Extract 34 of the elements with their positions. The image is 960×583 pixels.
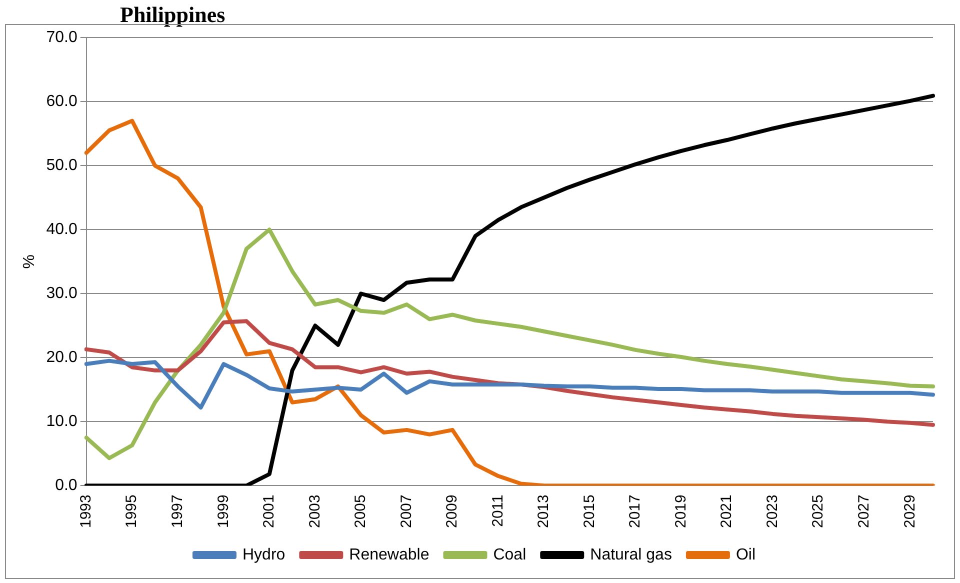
chart-title: Philippines <box>120 2 226 28</box>
x-tick-label: 1993 <box>77 494 94 528</box>
legend-label: Natural gas <box>590 546 672 564</box>
x-tick-label: 2027 <box>855 494 872 528</box>
y-tick-label: 60.0 <box>46 93 78 110</box>
y-tick-label: 30.0 <box>46 285 78 302</box>
x-tick-label: 2023 <box>764 494 781 528</box>
x-tick-label: 1995 <box>123 494 140 528</box>
legend-label: Coal <box>493 546 526 564</box>
x-tick-label: 2009 <box>444 494 461 528</box>
x-tick-label: 2003 <box>306 494 324 528</box>
x-tick-label: 2011 <box>489 494 506 527</box>
x-tick-label: 2025 <box>810 494 827 528</box>
x-tick-label: 2015 <box>580 494 598 528</box>
y-tick-label: 20.0 <box>46 349 78 366</box>
legend-label: Hydro <box>242 546 286 564</box>
legend-label: Renewable <box>349 546 430 564</box>
x-tick-label: 2017 <box>626 494 644 528</box>
x-tick-label: 2007 <box>398 494 415 528</box>
y-tick-label: 0.0 <box>55 477 78 494</box>
x-tick-label: 2029 <box>901 494 918 528</box>
x-tick-label: 1999 <box>214 494 232 528</box>
y-axis-title: % <box>21 254 38 269</box>
y-tick-label: 40.0 <box>46 221 78 238</box>
x-tick-label: 2001 <box>260 494 278 528</box>
y-tick-label: 70.0 <box>46 29 78 46</box>
x-tick-label: 2019 <box>672 494 690 528</box>
legend-label: Oil <box>736 546 756 564</box>
x-tick-label: 1997 <box>169 494 186 528</box>
x-tick-label: 2021 <box>718 494 736 528</box>
y-tick-label: 10.0 <box>46 413 78 430</box>
x-tick-label: 2013 <box>535 494 552 528</box>
x-tick-label: 2005 <box>352 494 370 528</box>
y-tick-label: 50.0 <box>46 157 78 174</box>
